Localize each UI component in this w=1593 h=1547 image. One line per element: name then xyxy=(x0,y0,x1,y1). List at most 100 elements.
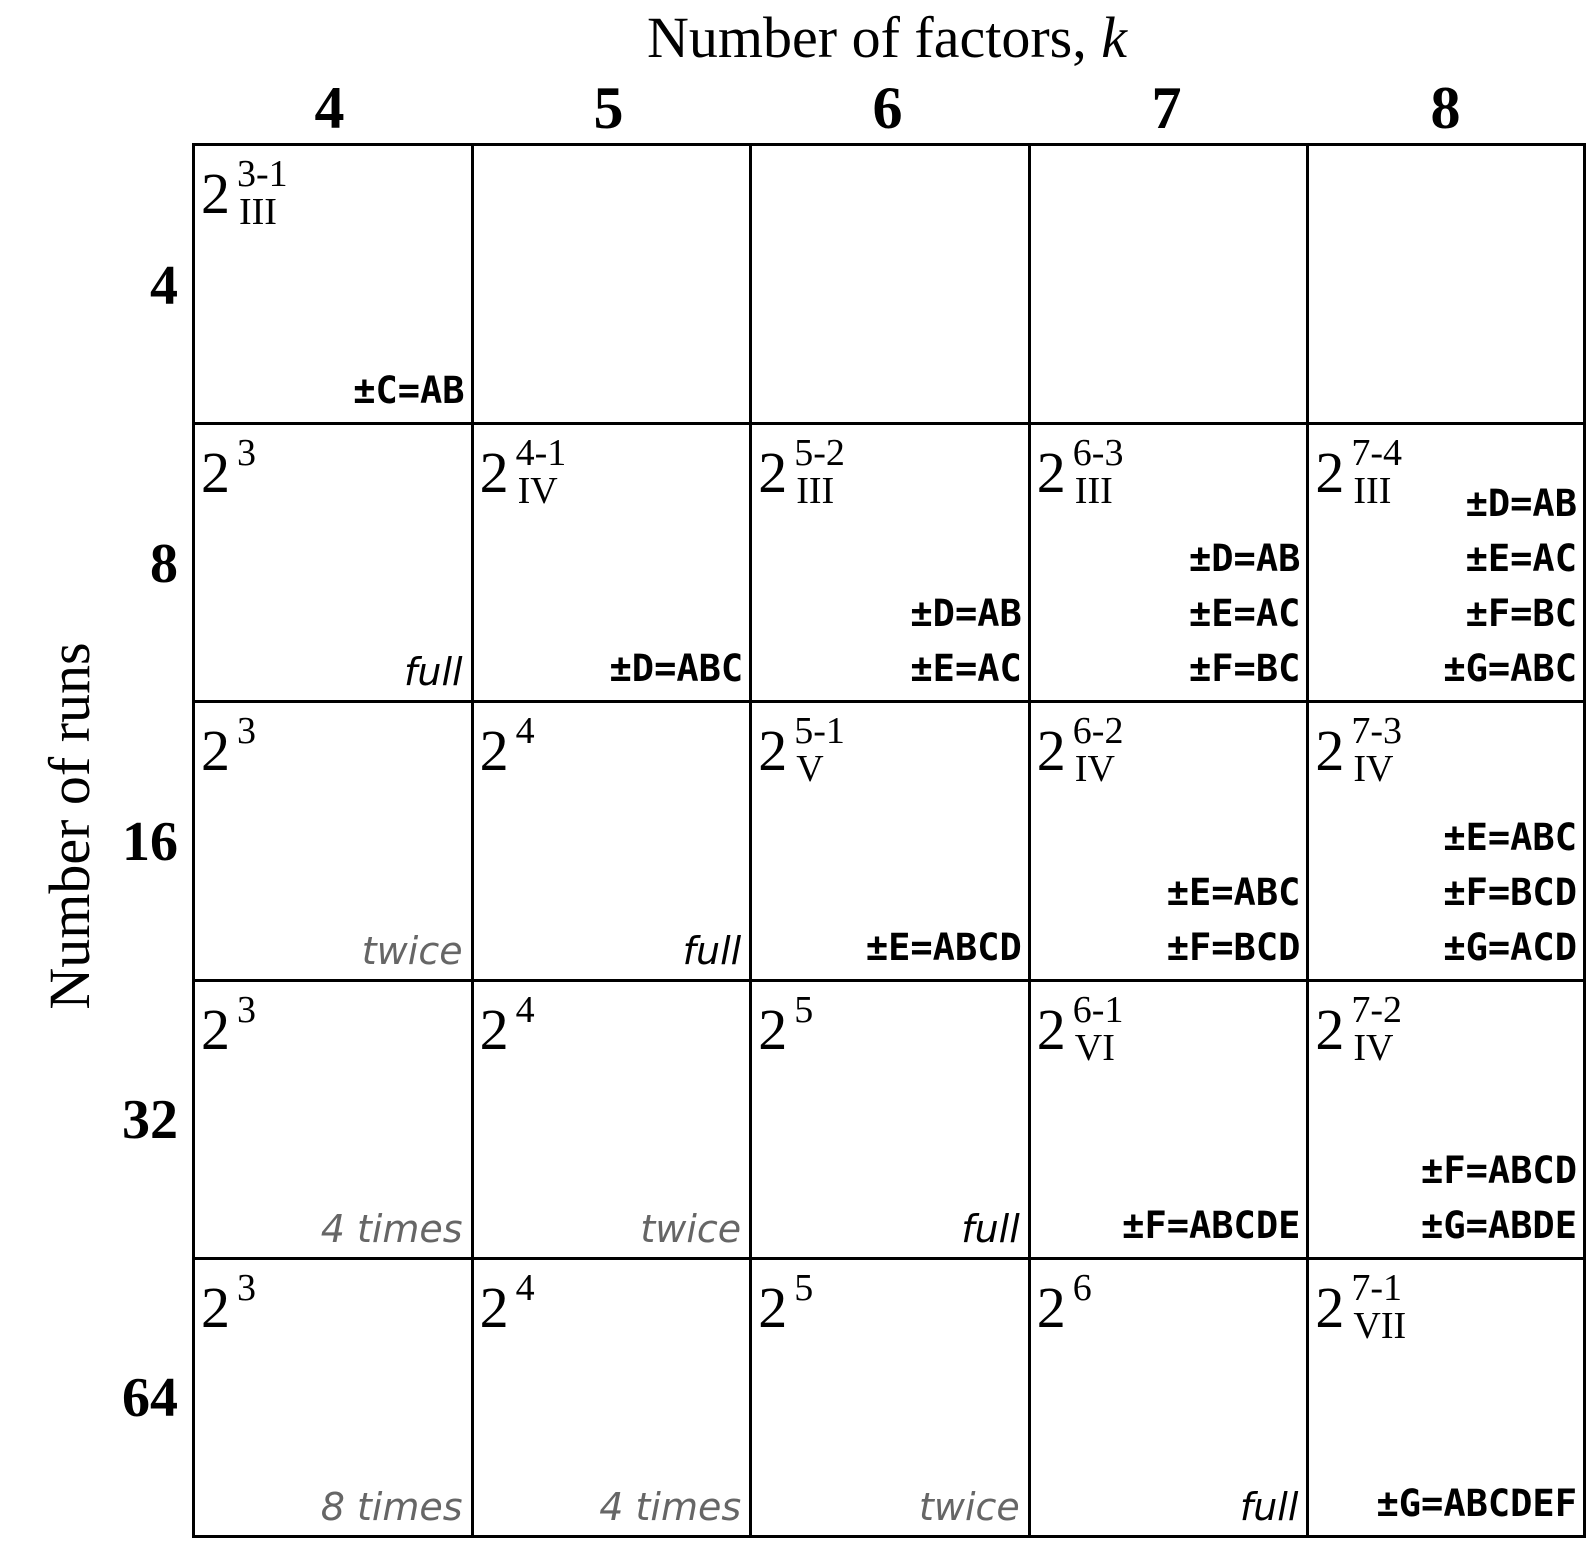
replication-note: 4 times xyxy=(599,1484,742,1529)
design-exponent: 3 xyxy=(237,988,256,1031)
design-notation: 2 7-2 IV xyxy=(1315,984,1435,1076)
design-base: 2 xyxy=(1315,439,1345,505)
generator-list: ±D=AB ±E=AC ±F=BC xyxy=(1189,531,1300,696)
design-cell xyxy=(752,146,1031,425)
design-exponent: 7-1 xyxy=(1351,1267,1403,1310)
design-grid: 2 3-1 III ±C=AB 2 3 full 2 4-1 IV ±D=ABC 2 5-2 III ±D=… xyxy=(192,143,1586,1538)
x-axis-title: Number of factors, k xyxy=(190,6,1584,70)
design-notation: 2 5-1 V xyxy=(758,705,878,797)
design-resolution: VII xyxy=(1353,1305,1407,1348)
design-resolution: IV xyxy=(1353,1026,1394,1069)
row-header-1: 4 xyxy=(150,255,178,317)
design-cell: 2 4-1 IV ±D=ABC xyxy=(473,424,753,704)
generator-list: ±G=ABCDEF xyxy=(1377,1476,1577,1531)
design-generator: ±E=ABCD xyxy=(865,925,1022,969)
design-base: 2 xyxy=(1036,718,1066,784)
design-exponent: 4 xyxy=(515,988,535,1031)
design-resolution: III xyxy=(1353,469,1392,512)
design-exponent: 4 xyxy=(515,710,535,753)
design-base: 2 xyxy=(758,996,788,1062)
generator-list: ±D=AB ±E=AC xyxy=(910,586,1021,696)
replication-note: twice xyxy=(361,928,463,973)
generator-list: ±C=AB xyxy=(353,363,464,418)
design-resolution: III xyxy=(1074,469,1113,512)
generator-list: ±E=ABCD xyxy=(866,920,1022,975)
full-factorial-note: full xyxy=(682,928,742,973)
design-notation: 2 6-2 IV xyxy=(1037,705,1157,797)
design-generator: ±D=AB xyxy=(1189,537,1301,581)
design-generator: ±G=ABDE xyxy=(1421,1204,1577,1248)
design-cell xyxy=(1309,146,1583,425)
design-notation: 2 4-1 IV xyxy=(480,427,600,519)
design-exponent: 7-4 xyxy=(1351,431,1403,474)
generator-list: ±E=ABC ±F=BCD xyxy=(1167,865,1301,975)
design-cell: 2 5-1 V ±E=ABCD xyxy=(752,703,1031,982)
design-generator: ±E=AC xyxy=(1189,592,1301,636)
design-base: 2 xyxy=(201,996,230,1062)
design-generator: ±D=AB xyxy=(1465,482,1577,526)
design-cell: 2 6 full xyxy=(1031,1260,1310,1535)
row-header-3: 16 xyxy=(122,811,178,873)
design-base: 2 xyxy=(201,439,230,505)
design-cell: 2 7-2 IV ±F=ABCD ±G=ABDE xyxy=(1309,982,1583,1261)
design-notation: 2 6-1 VI xyxy=(1037,984,1157,1076)
design-base: 2 xyxy=(1036,996,1066,1062)
full-factorial-note: full xyxy=(961,1207,1020,1252)
design-cell: 2 3 twice xyxy=(195,703,474,982)
full-factorial-note: full xyxy=(404,650,463,695)
design-resolution: III xyxy=(796,469,835,512)
design-base: 2 xyxy=(201,1275,230,1341)
design-cell xyxy=(1030,146,1310,425)
design-cell: 2 5 full xyxy=(752,981,1031,1261)
design-resolution: IV xyxy=(517,469,558,512)
design-generator: ±E=ABC xyxy=(1443,815,1577,859)
design-cell: 2 5-2 III ±D=AB ±E=AC xyxy=(752,424,1031,704)
column-header-5: 8 xyxy=(1430,75,1461,141)
design-generator: ±F=ABCD xyxy=(1421,1149,1577,1193)
design-resolution: III xyxy=(239,191,277,233)
generator-list: ±D=ABC xyxy=(610,641,744,696)
design-cell: 2 3-1 III ±C=AB xyxy=(195,146,474,425)
design-generator: ±G=ABCDEF xyxy=(1376,1481,1577,1525)
design-cell: 2 4 full xyxy=(473,703,753,982)
design-generator: ±F=ABCDE xyxy=(1122,1204,1301,1248)
design-cell: 2 4 twice xyxy=(473,981,753,1261)
design-generator: ±D=AB xyxy=(910,592,1022,636)
generator-list: ±E=ABC ±F=BCD ±G=ACD xyxy=(1443,810,1577,975)
design-cell: 2 3 full xyxy=(195,424,474,704)
design-generator: ±G=ACD xyxy=(1443,925,1577,969)
design-generator: ±F=BC xyxy=(1465,592,1577,636)
design-notation: 2 3-1 III xyxy=(201,148,321,240)
design-cell: 2 5 twice xyxy=(752,1260,1031,1535)
design-generator: ±C=AB xyxy=(353,368,465,412)
design-cell xyxy=(473,146,753,425)
design-cell: 2 7-1 VII ±G=ABCDEF xyxy=(1309,1260,1583,1535)
design-cell: 2 6-3 III ±D=AB ±E=AC ±F=BC xyxy=(1030,424,1310,704)
design-exponent: 3 xyxy=(237,710,256,753)
design-exponent: 6-2 xyxy=(1072,710,1124,753)
design-base: 2 xyxy=(1315,1275,1345,1341)
replication-note: 8 times xyxy=(320,1484,463,1529)
design-resolution: VI xyxy=(1074,1026,1115,1069)
column-header-3: 6 xyxy=(872,75,903,141)
design-generator: ±E=AC xyxy=(910,647,1022,691)
design-generator: ±F=BC xyxy=(1189,647,1301,691)
design-exponent: 5 xyxy=(794,988,814,1031)
design-exponent: 5-1 xyxy=(794,710,845,753)
design-exponent: 5 xyxy=(794,1267,814,1310)
design-exponent: 6-3 xyxy=(1072,431,1124,474)
design-cell: 2 7-4 III ±D=AB ±E=AC ±F=BC ±G=ABC xyxy=(1309,425,1583,704)
design-generator: ±F=BCD xyxy=(1166,925,1301,969)
design-cell: 2 6-1 VI ±F=ABCDE xyxy=(1030,981,1310,1261)
design-base: 2 xyxy=(479,1275,509,1341)
generator-list: ±F=ABCD ±G=ABDE xyxy=(1421,1143,1577,1253)
